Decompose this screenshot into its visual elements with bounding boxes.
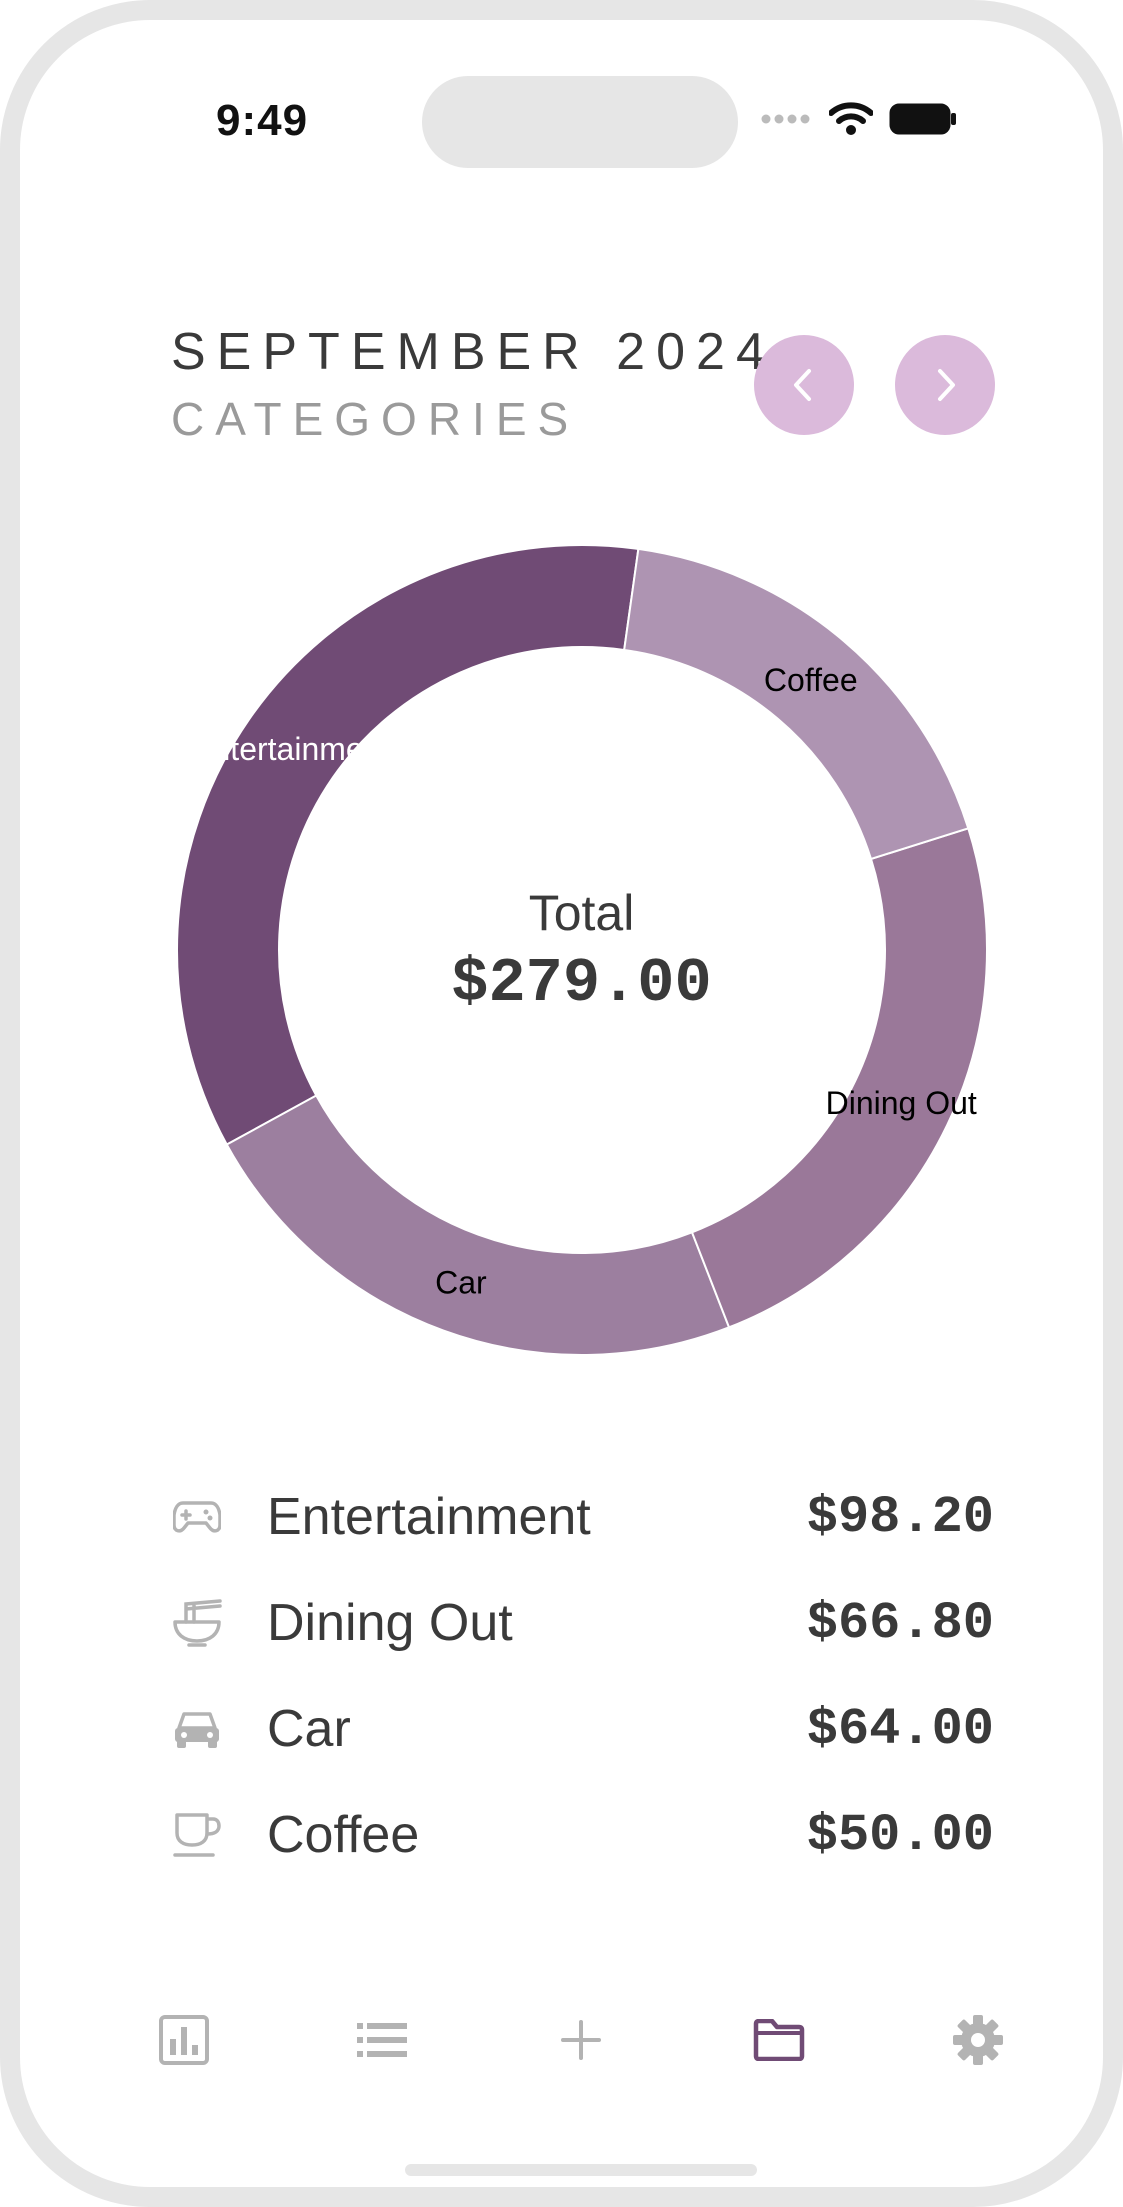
page-subtitle: CATEGORIES: [171, 393, 580, 445]
category-amount: $50.00: [806, 1805, 994, 1865]
donut-label: Dining Out: [826, 1085, 977, 1121]
donut-slice-coffee[interactable]: [623, 547, 970, 861]
next-month-button[interactable]: [895, 335, 995, 435]
category-name: Dining Out: [267, 1594, 513, 1652]
list-item[interactable]: Car $64.00: [171, 1676, 994, 1782]
donut-center-label: Total: [528, 885, 635, 941]
tab-settings[interactable]: [938, 2000, 1018, 2080]
previous-month-button[interactable]: [754, 335, 854, 435]
donut-center-total: $279.00: [451, 948, 712, 1019]
status-time: 9:49: [216, 96, 309, 145]
donut-slice-entertainment[interactable]: [176, 544, 640, 1146]
category-donut-chart: Entertainment Car Dining Out Coffee: [176, 544, 988, 1356]
noodle-bowl-icon: [171, 1597, 223, 1649]
list-item[interactable]: Dining Out $66.80: [171, 1570, 994, 1676]
status-icons: [761, 102, 957, 136]
donut-label: Car: [435, 1265, 487, 1301]
car-icon: [171, 1703, 223, 1755]
donut-label: Coffee: [764, 662, 858, 698]
list-item[interactable]: Coffee $50.00: [171, 1782, 994, 1888]
category-amount: $66.80: [806, 1593, 994, 1653]
category-amount: $98.20: [806, 1487, 994, 1547]
tab-bar: [20, 2000, 1103, 2080]
donut-slice-dining-out[interactable]: [690, 827, 988, 1329]
chevron-right-icon: [938, 369, 955, 401]
tab-categories[interactable]: [739, 2000, 819, 2080]
category-name: Entertainment: [267, 1488, 591, 1546]
month-title: SEPTEMBER 2024: [171, 323, 776, 381]
tab-reports[interactable]: [144, 2000, 224, 2080]
cellular-signal-icon: [761, 114, 810, 124]
plus-icon: [561, 2020, 601, 2060]
dynamic-island: [422, 76, 738, 168]
list-icon: [357, 2023, 407, 2057]
chevron-left-icon: [794, 369, 811, 401]
bar-chart-icon: [159, 2015, 209, 2065]
gamepad-icon: [171, 1491, 223, 1543]
coffee-cup-icon: [171, 1809, 223, 1861]
battery-icon: [889, 103, 956, 135]
donut-slice-car[interactable]: [225, 1094, 731, 1356]
tab-add[interactable]: [541, 2000, 621, 2080]
category-name: Car: [267, 1700, 351, 1758]
category-amount: $64.00: [806, 1699, 994, 1759]
list-item[interactable]: Entertainment $98.20: [171, 1464, 994, 1570]
donut-label: Entertainment: [191, 731, 390, 767]
gear-icon: [953, 2015, 1003, 2065]
home-indicator: [405, 2164, 757, 2176]
folder-icon: [753, 2019, 805, 2061]
tab-transactions[interactable]: [342, 2000, 422, 2080]
category-list: Entertainment $98.20 Dining Out $66.80: [171, 1464, 994, 1888]
wifi-icon: [829, 102, 873, 135]
category-name: Coffee: [267, 1806, 420, 1864]
